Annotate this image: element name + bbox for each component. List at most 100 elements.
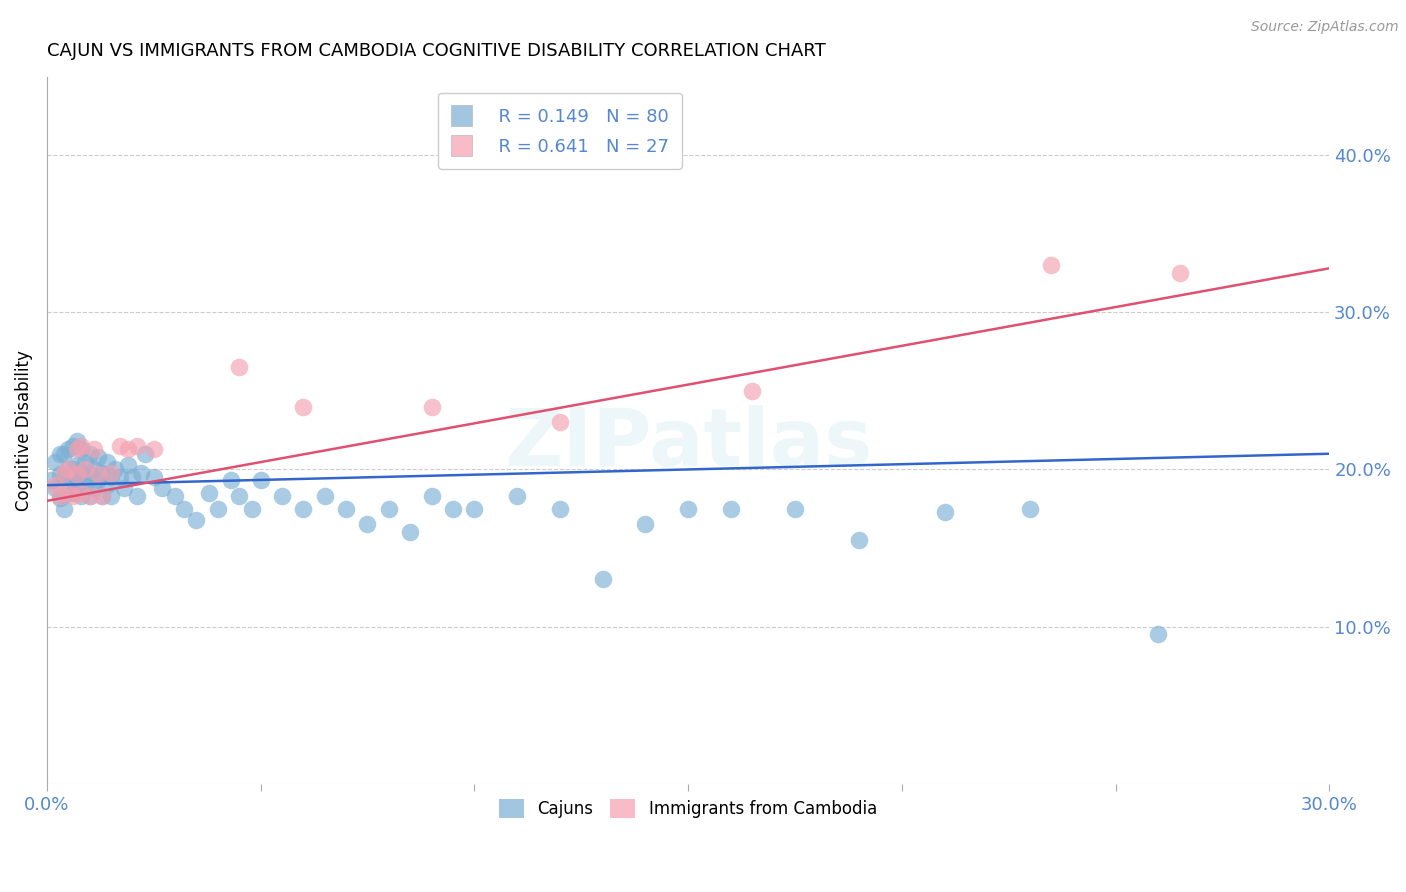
Point <box>79 467 101 482</box>
Point <box>48 447 70 461</box>
Point <box>62 462 84 476</box>
Point <box>58 462 80 476</box>
Point <box>79 489 101 503</box>
Point <box>83 442 105 456</box>
Point <box>48 489 70 503</box>
Point <box>100 489 122 503</box>
Point <box>70 466 93 480</box>
Point <box>378 501 401 516</box>
Point <box>66 442 89 456</box>
Point <box>66 434 89 449</box>
Point <box>240 501 263 516</box>
Point <box>506 489 529 503</box>
Point <box>58 470 80 484</box>
Point <box>70 489 93 503</box>
Text: ZIPatlas: ZIPatlas <box>503 405 872 483</box>
Point <box>70 439 93 453</box>
Point <box>720 501 742 516</box>
Point <box>173 501 195 516</box>
Point <box>39 474 62 488</box>
Point <box>75 470 97 484</box>
Point <box>96 478 118 492</box>
Point <box>53 501 76 516</box>
Point <box>1040 258 1063 272</box>
Point <box>91 489 114 503</box>
Text: Source: ZipAtlas.com: Source: ZipAtlas.com <box>1251 20 1399 34</box>
Point <box>783 501 806 516</box>
Point <box>1019 501 1042 516</box>
Point <box>150 481 173 495</box>
Legend: Cajuns, Immigrants from Cambodia: Cajuns, Immigrants from Cambodia <box>492 792 883 825</box>
Point <box>112 481 135 495</box>
Point <box>441 501 464 516</box>
Point <box>75 454 97 468</box>
Y-axis label: Cognitive Disability: Cognitive Disability <box>15 350 32 510</box>
Point <box>62 474 84 488</box>
Point <box>58 442 80 456</box>
Point <box>228 360 250 375</box>
Point <box>70 486 93 500</box>
Point <box>134 447 156 461</box>
Point <box>79 489 101 503</box>
Point <box>48 491 70 505</box>
Point <box>75 478 97 492</box>
Point <box>87 450 110 464</box>
Point <box>100 470 122 484</box>
Point <box>314 489 336 503</box>
Point <box>83 481 105 495</box>
Text: CAJUN VS IMMIGRANTS FROM CAMBODIA COGNITIVE DISABILITY CORRELATION CHART: CAJUN VS IMMIGRANTS FROM CAMBODIA COGNIT… <box>46 42 825 60</box>
Point <box>129 466 152 480</box>
Point <box>66 481 89 495</box>
Point <box>108 439 131 453</box>
Point <box>117 442 139 456</box>
Point <box>44 478 66 492</box>
Point <box>66 467 89 482</box>
Point <box>356 517 378 532</box>
Point <box>62 489 84 503</box>
Point <box>70 442 93 456</box>
Point <box>125 439 148 453</box>
Point <box>91 489 114 503</box>
Point <box>292 400 315 414</box>
Point <box>121 470 143 484</box>
Point <box>592 573 614 587</box>
Point <box>848 533 870 548</box>
Point <box>125 489 148 503</box>
Point <box>228 489 250 503</box>
Point <box>207 501 229 516</box>
Point <box>58 486 80 500</box>
Point <box>53 466 76 480</box>
Point <box>634 517 657 532</box>
Point <box>934 505 956 519</box>
Point <box>53 447 76 461</box>
Point <box>335 501 357 516</box>
Point <box>198 486 221 500</box>
Point <box>548 501 571 516</box>
Point <box>1168 266 1191 280</box>
Point <box>66 458 89 472</box>
Point <box>108 470 131 484</box>
Point <box>58 462 80 476</box>
Point <box>741 384 763 398</box>
Point <box>463 501 485 516</box>
Point <box>62 486 84 500</box>
Point <box>44 481 66 495</box>
Point <box>75 462 97 476</box>
Point <box>165 489 187 503</box>
Point <box>249 474 271 488</box>
Point <box>104 462 127 476</box>
Point <box>219 474 242 488</box>
Point <box>44 454 66 468</box>
Point <box>79 447 101 461</box>
Point <box>100 466 122 480</box>
Point <box>83 462 105 476</box>
Point <box>420 489 443 503</box>
Point <box>271 489 294 503</box>
Point <box>548 415 571 429</box>
Point <box>142 442 165 456</box>
Point <box>142 470 165 484</box>
Point <box>676 501 699 516</box>
Point <box>96 454 118 468</box>
Point <box>117 458 139 472</box>
Point <box>1147 627 1170 641</box>
